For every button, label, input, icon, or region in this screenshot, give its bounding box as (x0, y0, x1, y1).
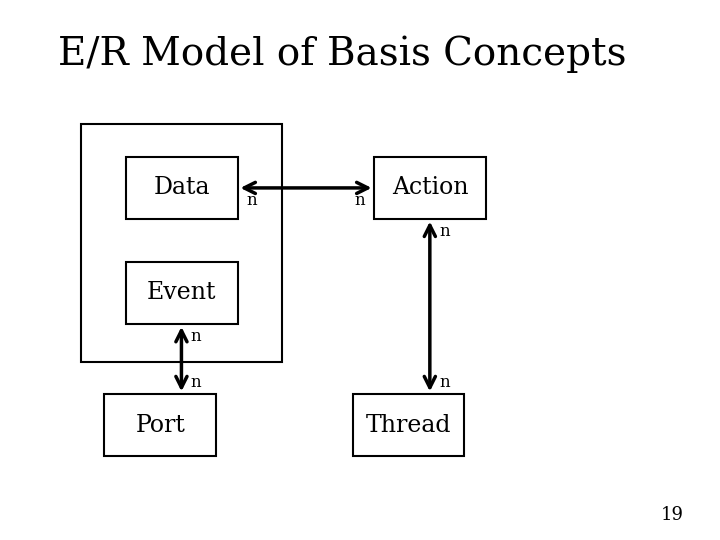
Text: n: n (191, 328, 201, 345)
Text: Data: Data (153, 176, 210, 199)
Bar (81, 124, 282, 362)
Text: Event: Event (147, 281, 217, 305)
Bar (374, 157, 486, 219)
Text: 19: 19 (661, 506, 684, 524)
Bar (353, 394, 464, 456)
Bar (104, 394, 216, 456)
Text: Action: Action (392, 176, 469, 199)
Text: n: n (191, 374, 201, 391)
Text: Thread: Thread (366, 414, 451, 437)
Text: E/R Model of Basis Concepts: E/R Model of Basis Concepts (58, 35, 626, 73)
Text: n: n (439, 374, 449, 391)
Text: Port: Port (135, 414, 185, 437)
Text: n: n (355, 192, 365, 210)
Bar (126, 262, 238, 324)
Text: n: n (439, 222, 449, 240)
Text: n: n (247, 192, 257, 210)
Bar (126, 157, 238, 219)
